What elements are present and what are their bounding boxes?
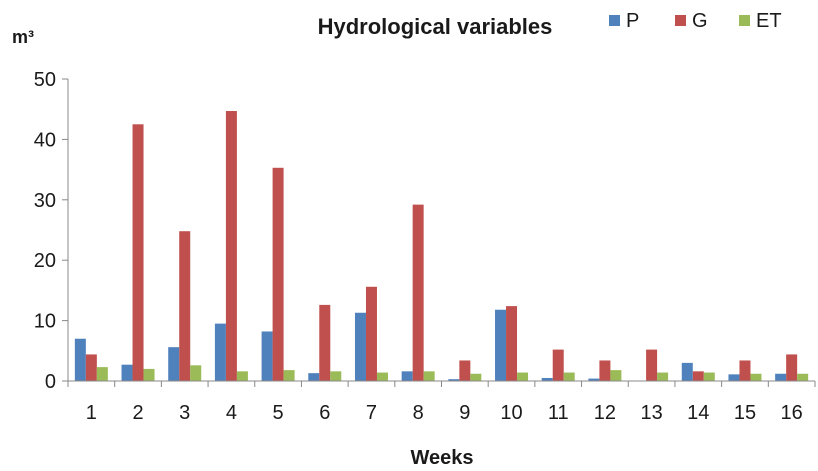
bar-p-week-10 [495,309,507,381]
bar-g-week-8 [412,204,424,381]
x-tick-label: 8 [413,402,424,424]
x-tick-label: 3 [179,402,190,424]
x-tick-label: 7 [366,402,377,424]
bar-p-week-14 [681,362,693,381]
bar-p-week-7 [354,312,366,381]
x-tick-label: 4 [226,402,237,424]
plot-area [74,111,809,382]
bar-et-week-6 [330,371,342,381]
bar-p-week-1 [74,338,86,381]
bar-g-week-10 [506,306,518,381]
y-tick-label: 0 [45,371,56,393]
bar-p-week-6 [308,373,320,381]
bar-g-week-5 [272,167,284,381]
bar-et-week-11 [563,372,575,381]
bar-g-week-14 [692,371,704,381]
bar-g-week-6 [319,304,331,381]
x-tick-label: 5 [273,402,284,424]
bar-g-week-12 [599,360,611,381]
bar-g-week-7 [365,286,377,381]
bar-p-week-5 [261,331,273,381]
legend: P G ET [609,10,782,32]
x-tick-label: 14 [687,402,709,424]
bar-et-week-1 [96,367,108,381]
y-axis-label: m³ [12,27,34,47]
bar-et-week-7 [376,372,388,381]
bar-p-week-3 [168,347,180,381]
bar-p-week-8 [401,371,413,381]
bar-et-week-12 [610,370,622,381]
x-tick-label: 16 [781,402,803,424]
x-axis-label: Weeks [410,447,473,469]
bar-g-week-11 [552,349,564,381]
legend-swatch-g [675,15,686,26]
bar-g-week-15 [739,360,751,381]
bar-g-week-2 [132,124,144,382]
x-tick-label: 13 [640,402,662,424]
bar-et-week-9 [470,373,482,381]
y-tick-label: 30 [34,190,56,212]
y-tick-label: 50 [34,69,56,91]
legend-label-et: ET [756,10,782,32]
x-tick-label: 6 [319,402,330,424]
x-tick-label: 2 [132,402,143,424]
chart-title: Hydrological variables [318,14,553,39]
bar-p-week-4 [214,323,226,381]
bar-g-week-4 [225,111,237,382]
bar-et-week-14 [703,372,715,381]
bar-g-week-1 [85,354,97,381]
bar-g-week-16 [786,354,798,381]
bar-et-week-5 [283,370,295,381]
bar-p-week-11 [541,377,553,381]
bar-et-week-2 [143,368,155,381]
bar-et-week-4 [236,371,248,381]
bar-p-week-15 [728,374,740,381]
bar-p-week-9 [448,379,460,381]
y-axis-ticks: 0 10 20 30 40 50 [34,69,68,393]
legend-label-g: G [692,10,708,32]
y-tick-label: 10 [34,311,56,333]
x-axis-ticks: 1 2 3 4 5 6 7 8 9 10 11 12 13 14 15 16 [67,381,816,424]
x-tick-label: 10 [500,402,522,424]
bar-g-week-3 [179,231,191,381]
x-tick-label: 9 [459,402,470,424]
x-tick-label: 15 [734,402,756,424]
bar-et-week-3 [190,365,202,381]
bar-g-week-13 [646,349,658,381]
legend-swatch-et [739,15,750,26]
legend-label-p: P [626,10,639,32]
x-tick-label: 1 [86,402,97,424]
bar-g-week-9 [459,360,471,381]
bar-et-week-8 [423,371,435,381]
bar-et-week-10 [517,372,529,381]
y-tick-label: 20 [34,250,56,272]
bar-p-week-12 [588,378,600,381]
x-tick-label: 11 [548,402,569,424]
bar-p-week-16 [775,373,787,381]
legend-swatch-p [609,15,620,26]
bar-et-week-16 [797,373,809,381]
y-tick-label: 40 [34,129,56,151]
x-tick-label: 12 [594,402,616,424]
bar-p-week-2 [121,364,133,381]
bar-et-week-15 [750,373,762,381]
bar-et-week-13 [657,372,669,381]
